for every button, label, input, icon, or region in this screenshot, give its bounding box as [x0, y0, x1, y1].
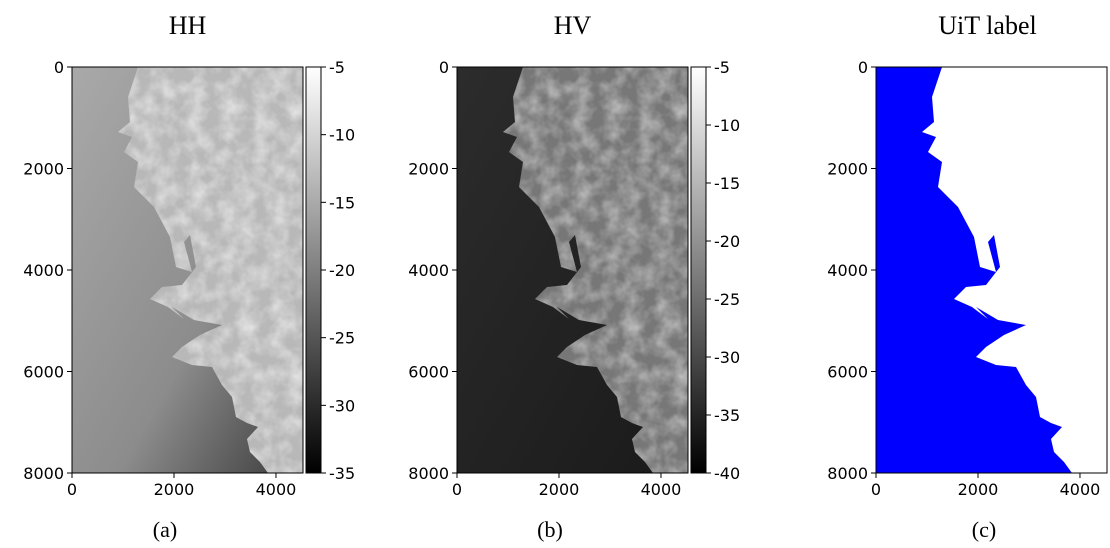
- x-tick-label: 2000: [539, 480, 580, 499]
- colorbar: [690, 66, 707, 474]
- colorbar-tick-label: -30: [714, 348, 740, 367]
- x-tick-label: 4000: [1060, 480, 1101, 499]
- colorbar-tick-label: -5: [329, 58, 345, 77]
- y-tick-label: 6000: [827, 363, 868, 382]
- y-tick-label: 0: [54, 58, 64, 77]
- x-tick-label: 2000: [958, 480, 999, 499]
- y-tick-label: 8000: [23, 464, 64, 483]
- y-tick-label: 4000: [827, 261, 868, 280]
- panel-title: UiT label: [938, 11, 1036, 40]
- x-tick-label: 4000: [256, 480, 297, 499]
- y-tick-label: 2000: [23, 160, 64, 179]
- y-tick-label: 4000: [408, 261, 449, 280]
- y-tick-label: 0: [439, 58, 449, 77]
- y-tick-label: 2000: [827, 160, 868, 179]
- colorbar-tick-label: -15: [329, 193, 355, 212]
- x-tick-label: 0: [67, 480, 77, 499]
- y-tick-label: 8000: [827, 464, 868, 483]
- y-tick-label: 6000: [408, 363, 449, 382]
- y-tick-label: 6000: [23, 363, 64, 382]
- colorbar: [305, 66, 322, 474]
- colorbar-tick-label: -35: [714, 406, 740, 425]
- y-tick-label: 2000: [408, 160, 449, 179]
- y-tick-label: 8000: [408, 464, 449, 483]
- image-panel: [876, 67, 1107, 473]
- panel-title: HV: [554, 11, 592, 40]
- panel-caption: (b): [537, 517, 563, 542]
- colorbar-tick-label: -10: [714, 116, 740, 135]
- panel-title: HH: [169, 11, 207, 40]
- image-panel: [457, 67, 688, 473]
- colorbar-tick-label: -40: [714, 464, 740, 483]
- colorbar-tick-label: -10: [329, 126, 355, 145]
- x-tick-label: 0: [452, 480, 462, 499]
- colorbar-tick-label: -15: [714, 174, 740, 193]
- water-region: [876, 67, 1072, 473]
- panel-caption: (c): [972, 517, 996, 542]
- colorbar-tick-label: -25: [329, 329, 355, 348]
- x-tick-label: 0: [871, 480, 881, 499]
- x-tick-label: 4000: [641, 480, 682, 499]
- colorbar-tick-label: -20: [329, 261, 355, 280]
- y-tick-label: 0: [858, 58, 868, 77]
- y-tick-label: 4000: [23, 261, 64, 280]
- colorbar-tick-label: -25: [714, 290, 740, 309]
- panel-caption: (a): [153, 517, 177, 542]
- x-tick-label: 2000: [154, 480, 195, 499]
- colorbar-tick-label: -20: [714, 232, 740, 251]
- image-panel: [72, 67, 303, 473]
- colorbar-tick-label: -30: [329, 396, 355, 415]
- colorbar-tick-label: -5: [714, 58, 730, 77]
- colorbar-tick-label: -35: [329, 464, 355, 483]
